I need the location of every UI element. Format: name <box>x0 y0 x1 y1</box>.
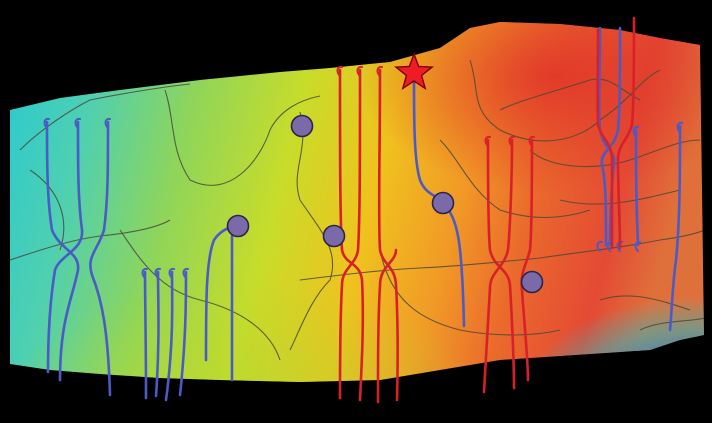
circle-marker[interactable] <box>431 191 455 215</box>
circle-marker[interactable] <box>322 224 346 248</box>
marker-layer <box>226 52 544 294</box>
well-path-red <box>520 138 534 382</box>
well-path-blue <box>164 270 174 402</box>
well-path-blue <box>46 120 84 374</box>
well-path-blue <box>634 128 640 247</box>
circle-marker[interactable] <box>520 270 544 294</box>
well-head-hook <box>596 240 603 252</box>
well-path-red <box>377 68 399 402</box>
well-path-red <box>616 16 636 250</box>
well-head-hook <box>632 125 639 137</box>
well-head-hook <box>43 117 50 129</box>
well-path-red <box>486 138 516 390</box>
well-path-blue <box>89 120 112 397</box>
well-path-red <box>596 28 614 250</box>
well-path-blue <box>600 26 622 247</box>
well-path-blue <box>178 270 188 397</box>
circle-marker[interactable] <box>226 214 250 238</box>
well-head-hook <box>104 117 111 129</box>
well-head-hook <box>141 267 148 279</box>
well-path-blue <box>154 270 160 398</box>
well-head-hook <box>676 121 683 133</box>
well-head-hook <box>484 135 491 147</box>
well-head-hook <box>74 117 81 129</box>
well-path-red <box>482 138 514 394</box>
well-path-red <box>338 68 362 400</box>
well-head-hook <box>356 65 363 77</box>
well-head-hook <box>336 65 343 77</box>
well-head-hook <box>528 135 535 147</box>
well-path-blue <box>143 270 148 400</box>
well-head-hook <box>182 267 189 279</box>
well-head-hook <box>154 267 161 279</box>
well-head-hook <box>634 240 641 252</box>
well-head-hook <box>168 267 175 279</box>
well-path-blue <box>45 120 80 382</box>
well-path-red <box>338 68 365 402</box>
well-path-blue <box>668 124 682 332</box>
star-marker[interactable] <box>394 52 434 91</box>
circle-marker[interactable] <box>290 114 314 138</box>
well-path-red <box>376 248 398 404</box>
well-head-hook <box>376 65 383 77</box>
well-head-hook <box>508 135 515 147</box>
